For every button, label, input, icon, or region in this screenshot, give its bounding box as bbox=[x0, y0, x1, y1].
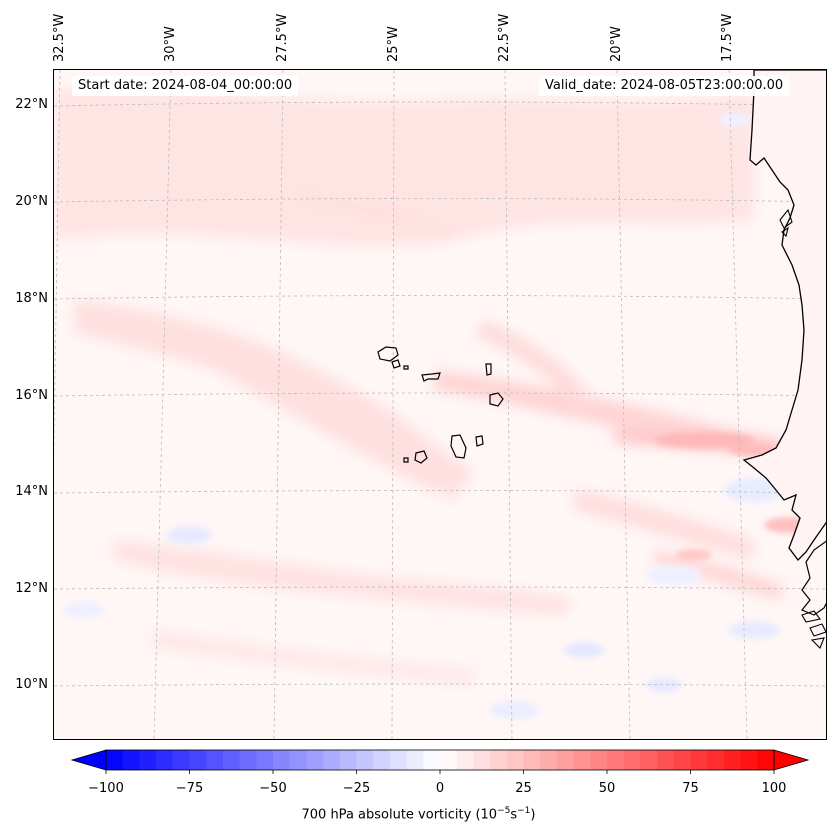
colorbar-cell bbox=[673, 750, 692, 770]
colorbar-cell bbox=[523, 750, 541, 770]
colorbar-cell bbox=[440, 750, 458, 770]
colorbar-cell bbox=[289, 750, 307, 770]
island-brava bbox=[403, 457, 409, 463]
colorbar-cell bbox=[690, 750, 708, 770]
lat-label-10n: 10°N bbox=[15, 677, 48, 692]
colorbar-cells bbox=[106, 750, 775, 770]
colorbar-low-extend-arrow bbox=[70, 749, 107, 771]
colorbar-cell bbox=[423, 750, 441, 770]
island-maio bbox=[475, 435, 484, 447]
colorbar-cell bbox=[573, 750, 591, 770]
colorbar-tick-label: 0 bbox=[435, 781, 445, 796]
colorbar-cell bbox=[540, 750, 558, 770]
colorbar-cell bbox=[206, 750, 224, 770]
colorbar-tick-label: −100 bbox=[88, 781, 124, 796]
island-sao-vicente bbox=[391, 359, 401, 369]
colorbar-cell bbox=[506, 750, 525, 770]
colorbar-cell bbox=[406, 750, 424, 770]
graticule bbox=[54, 70, 826, 739]
colorbar-cell bbox=[273, 750, 291, 770]
colorbar-label-exp2: −1 bbox=[517, 806, 531, 816]
island-santa-luzia bbox=[403, 365, 409, 370]
colorbar-tick-label: 75 bbox=[682, 781, 699, 796]
colorbar-cell bbox=[490, 750, 508, 770]
island-boa-vista bbox=[489, 392, 504, 407]
start-date-label: Start date: 2024-08-04_00:00:00 bbox=[72, 76, 299, 96]
colorbar-cell bbox=[707, 750, 725, 770]
colorbar-tick-label: −25 bbox=[342, 781, 371, 796]
colorbar-cell bbox=[222, 750, 241, 770]
coastline-africa bbox=[742, 70, 826, 561]
colorbar-tick-label: 50 bbox=[598, 781, 616, 796]
colorbar-cell bbox=[306, 750, 324, 770]
colorbar-cell bbox=[473, 750, 491, 770]
colorbar-cell bbox=[106, 750, 124, 770]
colorbar-tick-label: 25 bbox=[515, 781, 532, 796]
colorbar-cell bbox=[323, 750, 341, 770]
island-santiago bbox=[450, 434, 467, 459]
colorbar-cell bbox=[256, 750, 274, 770]
colorbar-cell bbox=[640, 750, 658, 770]
colorbar-cell bbox=[456, 750, 474, 770]
colorbar bbox=[70, 749, 810, 774]
island-sao-nicolau bbox=[421, 372, 441, 382]
lat-label-14n: 14°N bbox=[15, 484, 48, 499]
coastline-bijagos-islands bbox=[801, 610, 826, 649]
colorbar-label-prefix: 700 hPa absolute vorticity (10 bbox=[301, 807, 498, 823]
vorticity-negative-patches bbox=[64, 113, 784, 719]
lat-label-20n: 20°N bbox=[15, 194, 48, 209]
lat-label-12n: 12°N bbox=[15, 581, 48, 596]
colorbar-cell bbox=[590, 750, 608, 770]
lat-label-16n: 16°N bbox=[15, 388, 48, 403]
colorbar-cell bbox=[189, 750, 207, 770]
colorbar-tick-label: 100 bbox=[761, 781, 787, 796]
colorbar-cell bbox=[623, 750, 641, 770]
map-panel[interactable] bbox=[53, 69, 827, 740]
colorbar-cell bbox=[723, 750, 742, 770]
island-sal bbox=[485, 363, 492, 376]
colorbar-label-exp1: −5 bbox=[497, 806, 511, 816]
colorbar-cell bbox=[373, 750, 391, 770]
colorbar-tick-label: −50 bbox=[259, 781, 287, 796]
valid-date-label: Valid_date: 2024-08-05T23:00:00.00 bbox=[539, 76, 790, 96]
colorbar-cell bbox=[339, 750, 358, 770]
colorbar-cell bbox=[657, 750, 675, 770]
colorbar-cell bbox=[740, 750, 758, 770]
colorbar-cell bbox=[607, 750, 625, 770]
coastline-banc-arguin bbox=[779, 208, 793, 238]
colorbar-cell bbox=[139, 750, 157, 770]
colorbar-cell bbox=[122, 750, 140, 770]
colorbar-label-mid: s bbox=[510, 807, 518, 823]
colorbar-ticks bbox=[105, 770, 775, 774]
lat-label-22n: 22°N bbox=[15, 97, 48, 112]
colorbar-label: 700 hPa absolute vorticity (10−5s−1) bbox=[0, 806, 837, 822]
colorbar-cell bbox=[556, 750, 575, 770]
colorbar-cell bbox=[172, 750, 191, 770]
colorbar-cell bbox=[156, 750, 174, 770]
lat-label-18n: 18°N bbox=[15, 291, 48, 306]
colorbar-tick-label: −75 bbox=[175, 781, 204, 796]
coastline-guinea-bissau bbox=[801, 540, 826, 616]
island-santo-antao bbox=[377, 346, 399, 362]
colorbar-cell bbox=[239, 750, 257, 770]
colorbar-cell bbox=[389, 750, 408, 770]
vorticity-field bbox=[54, 70, 826, 739]
island-fogo bbox=[414, 450, 428, 464]
colorbar-label-suffix: ) bbox=[530, 807, 536, 823]
colorbar-high-extend-arrow bbox=[773, 749, 810, 771]
cape-verde-islands bbox=[377, 346, 504, 464]
colorbar-cell bbox=[356, 750, 374, 770]
colorbar-cell bbox=[757, 750, 775, 770]
